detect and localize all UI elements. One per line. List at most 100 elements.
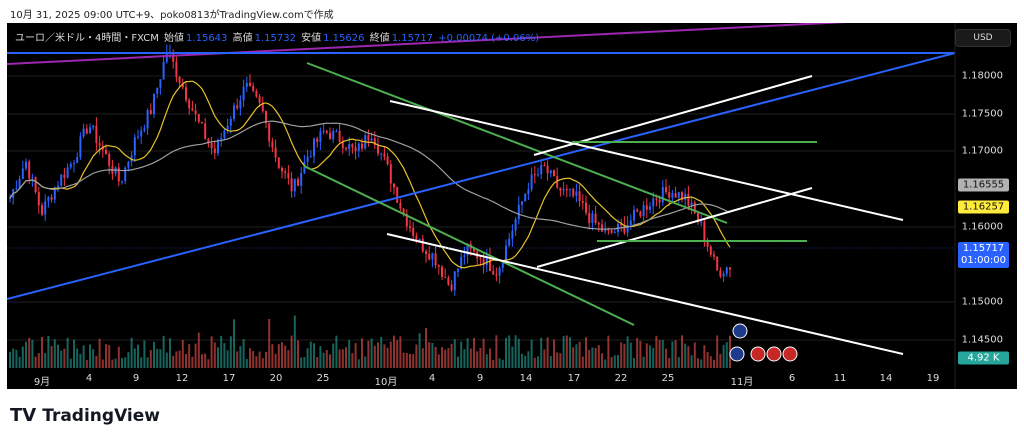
event-icon[interactable] bbox=[732, 323, 748, 339]
volume-bar bbox=[95, 355, 98, 368]
candle bbox=[140, 130, 143, 137]
volume-bar bbox=[597, 345, 600, 368]
candle bbox=[668, 192, 671, 198]
candle bbox=[130, 155, 133, 162]
volume-bar bbox=[117, 346, 120, 368]
candle bbox=[405, 213, 408, 227]
rising-channel-lower[interactable] bbox=[536, 187, 813, 268]
volume-bar bbox=[111, 359, 114, 368]
bar-countdown: 01:00:00 bbox=[961, 255, 1006, 266]
volume-bar bbox=[386, 347, 389, 368]
trendline-blue[interactable] bbox=[7, 52, 956, 300]
candle bbox=[108, 154, 111, 166]
channel-green-upper[interactable] bbox=[306, 62, 728, 224]
candle bbox=[578, 191, 581, 202]
volume-bar bbox=[73, 339, 75, 368]
candle bbox=[21, 168, 24, 179]
moving-average-slow bbox=[9, 120, 731, 230]
candle bbox=[690, 202, 693, 206]
volume-bar bbox=[399, 336, 402, 368]
currency-button[interactable]: USD bbox=[955, 29, 1011, 47]
candle bbox=[447, 277, 450, 285]
candle bbox=[66, 167, 69, 178]
volume-bar bbox=[265, 351, 267, 368]
channel-white-lower[interactable] bbox=[386, 233, 904, 355]
candle bbox=[44, 201, 47, 215]
us-flag-icon[interactable] bbox=[750, 346, 766, 362]
candle bbox=[703, 221, 706, 241]
volume-bar bbox=[722, 344, 725, 368]
tradingview-logo[interactable]: 𝗧𝗩 TradingView bbox=[10, 405, 160, 426]
rising-channel-upper[interactable] bbox=[533, 75, 813, 156]
candle bbox=[383, 153, 386, 157]
candle bbox=[671, 193, 674, 198]
candle bbox=[345, 148, 347, 150]
price-chart[interactable]: ユーロ／米ドル・4時間・FXCM 始値 1.15643 高値 1.15732 安値 1… bbox=[7, 23, 1017, 389]
volume-bar bbox=[239, 345, 242, 368]
candle bbox=[389, 164, 392, 184]
candle bbox=[146, 109, 149, 129]
candle bbox=[73, 162, 75, 164]
candle bbox=[236, 105, 239, 109]
candle bbox=[245, 82, 248, 87]
candle bbox=[137, 136, 139, 138]
volume-bar bbox=[9, 351, 11, 368]
candle bbox=[421, 238, 424, 252]
candle bbox=[329, 132, 331, 140]
candle bbox=[636, 209, 639, 212]
candle bbox=[441, 266, 443, 278]
event-icons[interactable] bbox=[729, 323, 798, 362]
volume-bar bbox=[655, 335, 658, 368]
volume-bar bbox=[498, 358, 501, 368]
volume-bar bbox=[546, 337, 549, 368]
volume-bar bbox=[562, 335, 565, 368]
volume-bar bbox=[565, 335, 568, 368]
volume-bar bbox=[601, 353, 603, 368]
volume-bar bbox=[15, 349, 18, 368]
candle bbox=[569, 188, 571, 190]
volume-bar bbox=[389, 341, 392, 368]
us-flag-icon[interactable] bbox=[782, 346, 798, 362]
volume-bar bbox=[284, 345, 287, 368]
volume-bar bbox=[82, 345, 85, 368]
event-icon[interactable] bbox=[729, 346, 745, 362]
candle bbox=[348, 144, 351, 150]
candle bbox=[284, 171, 287, 174]
candle bbox=[729, 267, 731, 270]
channel-white-upper[interactable] bbox=[389, 100, 904, 221]
volume-bar bbox=[559, 353, 562, 368]
volume-bar bbox=[469, 348, 472, 368]
candle bbox=[335, 130, 338, 132]
volume-bar bbox=[521, 353, 523, 368]
candle bbox=[655, 198, 658, 200]
channel-green-lower[interactable] bbox=[303, 165, 635, 326]
volume-bar bbox=[572, 347, 575, 368]
candle bbox=[153, 93, 155, 115]
volume-bar bbox=[527, 351, 530, 368]
volume-bar bbox=[121, 357, 123, 368]
volume-bar bbox=[585, 337, 587, 368]
time-tick: 4 bbox=[85, 373, 93, 384]
candle bbox=[642, 205, 645, 217]
candle bbox=[290, 178, 293, 192]
candle bbox=[725, 267, 728, 274]
candle bbox=[95, 125, 98, 144]
volume-bar bbox=[159, 349, 162, 368]
us-flag-icon[interactable] bbox=[766, 346, 782, 362]
volume-bar bbox=[450, 343, 453, 368]
candle bbox=[28, 161, 31, 179]
volume-bar bbox=[684, 343, 687, 368]
candle bbox=[604, 229, 607, 232]
volume-bar bbox=[524, 355, 527, 368]
candle bbox=[543, 165, 546, 167]
volume-bar bbox=[460, 341, 463, 368]
volume-bar bbox=[636, 337, 639, 368]
candle bbox=[716, 256, 719, 271]
candle bbox=[274, 147, 277, 158]
volume-bar bbox=[76, 348, 79, 368]
trendline-purple[interactable] bbox=[7, 23, 907, 65]
candle bbox=[540, 165, 543, 175]
time-tick: 12 bbox=[175, 373, 189, 384]
candle bbox=[53, 187, 56, 200]
volume-bar bbox=[700, 359, 703, 368]
